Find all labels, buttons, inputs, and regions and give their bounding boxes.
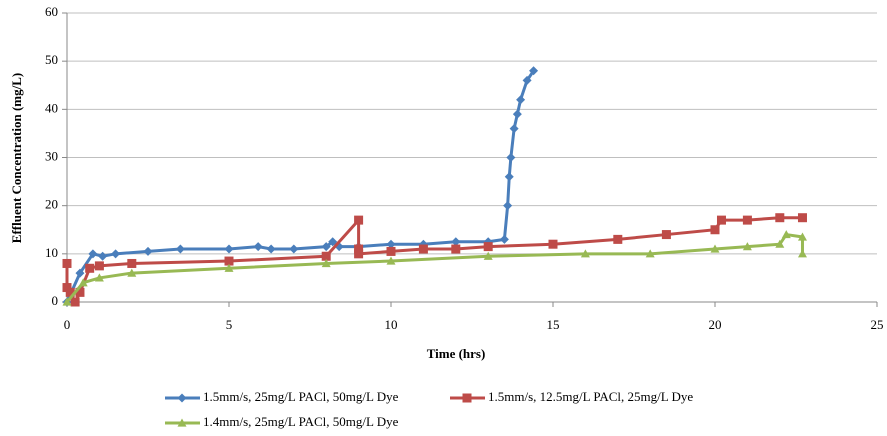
marker	[503, 201, 513, 211]
marker	[775, 213, 785, 223]
marker	[775, 239, 785, 248]
marker	[78, 278, 88, 287]
x-tick-label: 0	[64, 317, 71, 332]
marker	[386, 239, 396, 249]
marker	[386, 256, 396, 265]
marker	[716, 215, 726, 225]
marker	[354, 215, 364, 225]
marker	[710, 225, 720, 235]
marker	[742, 215, 752, 225]
marker	[111, 249, 121, 259]
legend-marker	[462, 393, 472, 403]
marker	[75, 287, 85, 297]
marker	[65, 287, 75, 297]
marker	[580, 249, 590, 258]
marker	[224, 244, 234, 254]
marker	[224, 256, 234, 266]
marker	[354, 249, 364, 259]
x-tick-label: 15	[547, 317, 560, 332]
marker	[321, 258, 331, 268]
marker	[516, 95, 526, 105]
x-tick-label: 10	[385, 317, 398, 332]
marker	[253, 242, 263, 252]
y-tick-label: 40	[45, 100, 58, 115]
y-tick-label: 60	[45, 4, 58, 19]
marker	[62, 258, 72, 268]
y-tick-label: 20	[45, 197, 58, 212]
marker	[483, 251, 493, 260]
marker	[613, 234, 623, 244]
marker	[266, 244, 276, 254]
x-tick-label: 25	[871, 317, 884, 332]
marker	[499, 234, 509, 244]
marker	[62, 283, 72, 293]
marker	[62, 297, 72, 306]
marker	[645, 249, 655, 258]
legend-marker	[177, 418, 187, 427]
marker	[451, 244, 461, 254]
marker	[710, 244, 720, 253]
marker	[661, 230, 671, 240]
marker	[418, 244, 428, 254]
marker	[328, 237, 338, 247]
marker	[797, 249, 807, 258]
y-axis-title: Effluent Concentration (mg/L)	[9, 73, 24, 243]
y-tick-label: 0	[52, 293, 59, 308]
marker	[143, 246, 153, 256]
legend-label: 1.5mm/s, 25mg/L PACl, 50mg/L Dye	[203, 389, 399, 404]
marker	[175, 244, 185, 254]
marker	[742, 242, 752, 251]
y-tick-label: 10	[45, 245, 58, 260]
x-tick-label: 20	[709, 317, 722, 332]
marker	[386, 246, 396, 256]
marker	[548, 239, 558, 249]
marker	[321, 242, 331, 252]
marker	[522, 75, 532, 85]
marker	[127, 268, 137, 277]
marker	[354, 244, 364, 254]
marker	[94, 273, 104, 282]
series-line	[65, 232, 804, 303]
marker	[512, 109, 522, 119]
marker	[483, 242, 493, 252]
marker	[797, 213, 807, 223]
marker	[797, 232, 807, 241]
marker	[88, 249, 98, 259]
legend-label: 1.5mm/s, 12.5mg/L PACl, 25mg/L Dye	[488, 389, 693, 404]
x-axis-title: Time (hrs)	[427, 346, 486, 361]
marker	[781, 230, 791, 239]
marker	[289, 244, 299, 254]
marker	[94, 261, 104, 271]
y-tick-label: 50	[45, 52, 58, 67]
marker	[506, 153, 516, 162]
legend-label: 1.4mm/s, 25mg/L PACl, 50mg/L Dye	[203, 414, 399, 429]
y-tick-label: 30	[45, 148, 58, 163]
marker	[509, 124, 519, 134]
marker	[98, 251, 108, 261]
marker	[451, 237, 461, 247]
marker	[127, 258, 137, 268]
x-tick-label: 5	[226, 317, 233, 332]
marker	[321, 251, 331, 261]
marker	[504, 172, 514, 182]
marker	[224, 263, 234, 272]
marker	[70, 297, 80, 307]
marker	[75, 268, 85, 278]
marker	[85, 263, 95, 273]
marker	[529, 66, 539, 76]
series-line	[65, 69, 535, 303]
legend-marker	[177, 393, 187, 403]
